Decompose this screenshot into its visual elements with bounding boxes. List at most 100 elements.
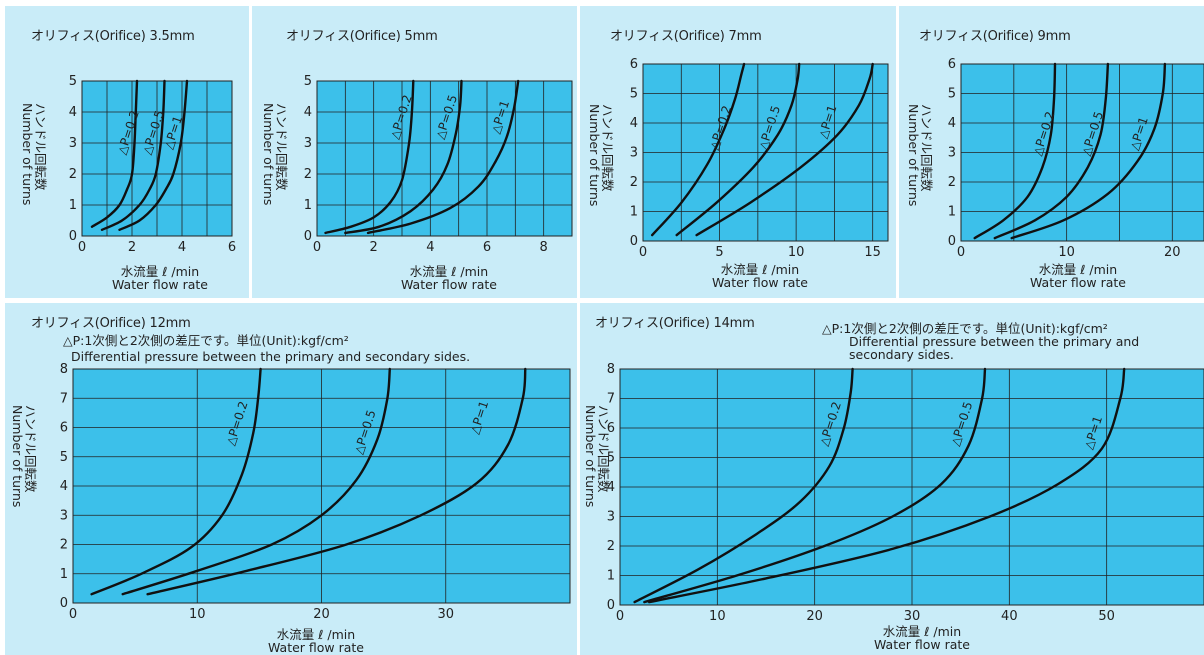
x-tick-label: 6 bbox=[228, 240, 236, 255]
y-tick-label: 5 bbox=[60, 450, 68, 465]
x-tick-label: 0 bbox=[313, 240, 321, 255]
series-line bbox=[90, 79, 139, 228]
x-axis-label: 水流量 ℓ /min Water flow rate bbox=[993, 263, 1163, 289]
y-axis-label: ハンドル回転数 Number of turns bbox=[261, 103, 289, 206]
x-tick-label: 5 bbox=[715, 245, 723, 260]
y-axis-label-jp: ハンドル回転数 bbox=[600, 104, 615, 192]
x-tick-label: 40 bbox=[1001, 609, 1018, 624]
y-tick-label: 1 bbox=[69, 198, 77, 213]
y-tick-label: 5 bbox=[948, 87, 956, 102]
x-axis-label-jp: 水流量 ℓ /min bbox=[120, 264, 200, 279]
x-tick-label: 10 bbox=[189, 607, 206, 622]
x-tick-label: 20 bbox=[313, 607, 330, 622]
chart-panel-orifice-7mm: オリフィス(Orifice) 7mm 0 5 10 15 0 1 2 3 4 5 6 △P=0.2 △P… bbox=[580, 6, 896, 298]
chart-title: オリフィス(Orifice) 7mm bbox=[610, 29, 762, 44]
y-tick-label: 0 bbox=[60, 596, 68, 611]
x-tick-label: 0 bbox=[78, 240, 86, 255]
y-tick-label: 4 bbox=[60, 479, 68, 494]
pressure-note-en-line-2: secondary sides. bbox=[849, 347, 954, 362]
grid bbox=[317, 81, 572, 236]
pressure-note: △P:1次側と2次側の差圧です。単位(Unit):kgf/cm² Differe… bbox=[63, 334, 470, 363]
x-axis-label-en: Water flow rate bbox=[111, 277, 209, 292]
y-axis-label-jp: ハンドル回転数 bbox=[596, 405, 611, 493]
y-tick-label: 2 bbox=[304, 167, 312, 182]
x-tick-label: 30 bbox=[437, 607, 454, 622]
x-tick-label: 15 bbox=[864, 245, 881, 260]
x-axis-label-jp: 水流量 ℓ /min bbox=[720, 262, 800, 277]
y-axis-label-en: Number of turns bbox=[20, 103, 35, 206]
x-axis-label-jp: 水流量 ℓ /min bbox=[276, 627, 356, 642]
x-tick-label: 20 bbox=[1164, 245, 1181, 260]
y-axis-label-en: Number of turns bbox=[261, 103, 276, 206]
y-tick-label: 0 bbox=[948, 234, 956, 249]
chart-title: オリフィス(Orifice) 9mm bbox=[919, 29, 1071, 44]
y-tick-label: 3 bbox=[607, 510, 615, 525]
y-axis-label: ハンドル回転数 Number of turns bbox=[583, 405, 611, 508]
y-tick-label: 5 bbox=[630, 87, 638, 102]
y-tick-label: 8 bbox=[607, 362, 615, 377]
x-tick-label: 0 bbox=[957, 245, 965, 260]
x-axis-label-en: Water flow rate bbox=[1029, 275, 1127, 290]
series-line bbox=[675, 62, 801, 237]
x-axis-label: 水流量 ℓ /min Water flow rate bbox=[231, 628, 401, 654]
y-tick-label: 3 bbox=[630, 146, 638, 161]
x-tick-label: 8 bbox=[540, 240, 548, 255]
series-line bbox=[695, 62, 874, 237]
series-line bbox=[643, 367, 987, 604]
pressure-note: △P:1次側と2次側の差圧です。単位(Unit):kgf/cm² Differe… bbox=[822, 322, 1139, 361]
series-line bbox=[651, 62, 746, 237]
x-tick-label: 4 bbox=[426, 240, 434, 255]
x-axis-label-en: Water flow rate bbox=[711, 275, 809, 290]
y-tick-label: 7 bbox=[60, 391, 68, 406]
pressure-note-en: Differential pressure between the primar… bbox=[71, 349, 471, 364]
series-line bbox=[973, 62, 1057, 240]
x-axis-label: 水流量 ℓ /min Water flow rate bbox=[75, 265, 245, 291]
y-tick-label: 4 bbox=[948, 116, 956, 131]
y-tick-label: 7 bbox=[607, 392, 615, 407]
x-tick-label: 0 bbox=[639, 245, 647, 260]
x-tick-label: 6 bbox=[483, 240, 491, 255]
x-axis-label-en: Water flow rate bbox=[267, 640, 365, 655]
y-tick-label: 0 bbox=[607, 598, 615, 613]
y-tick-label: 2 bbox=[607, 539, 615, 554]
series-line bbox=[1010, 62, 1167, 240]
pressure-note-jp: △P:1次側と2次側の差圧です。単位(Unit):kgf/cm² bbox=[822, 321, 1108, 336]
y-tick-label: 3 bbox=[69, 136, 77, 151]
y-tick-label: 6 bbox=[60, 421, 68, 436]
y-tick-label: 6 bbox=[948, 57, 956, 72]
series-line bbox=[118, 79, 189, 231]
x-tick-label: 10 bbox=[709, 609, 726, 624]
y-tick-label: 5 bbox=[304, 74, 312, 89]
series-line bbox=[324, 79, 415, 235]
y-tick-label: 4 bbox=[607, 480, 615, 495]
y-tick-label: 0 bbox=[630, 234, 638, 249]
y-axis-label-jp: ハンドル回転数 bbox=[274, 103, 289, 191]
y-tick-label: 4 bbox=[69, 105, 77, 120]
y-tick-label: 1 bbox=[607, 569, 615, 584]
grid bbox=[620, 369, 1204, 605]
x-axis-label: 水流量 ℓ /min Water flow rate bbox=[675, 263, 845, 289]
x-tick-label: 2 bbox=[370, 240, 378, 255]
series-line bbox=[100, 79, 166, 231]
y-axis-label-jp: ハンドル回転数 bbox=[33, 103, 48, 191]
x-tick-label: 0 bbox=[616, 609, 624, 624]
chart-title: オリフィス(Orifice) 5mm bbox=[286, 29, 438, 44]
y-tick-label: 2 bbox=[948, 175, 956, 190]
y-tick-label: 8 bbox=[60, 362, 68, 377]
y-tick-label: 6 bbox=[607, 421, 615, 436]
x-axis-label: 水流量 ℓ /min Water flow rate bbox=[364, 265, 534, 291]
chart-panel-orifice-14mm: オリフィス(Orifice) 14mm △P:1次側と2次側の差圧です。単位(U… bbox=[580, 303, 1204, 655]
y-tick-label: 3 bbox=[304, 136, 312, 151]
y-tick-label: 0 bbox=[69, 229, 77, 244]
y-axis-label-en: Number of turns bbox=[583, 405, 598, 508]
y-tick-label: 6 bbox=[630, 57, 638, 72]
y-tick-label: 2 bbox=[630, 175, 638, 190]
pressure-note-en-line-1: Differential pressure between the primar… bbox=[849, 334, 1140, 349]
series-line bbox=[648, 367, 1126, 604]
y-tick-label: 0 bbox=[304, 229, 312, 244]
y-tick-label: 1 bbox=[304, 198, 312, 213]
series-line bbox=[90, 367, 262, 596]
